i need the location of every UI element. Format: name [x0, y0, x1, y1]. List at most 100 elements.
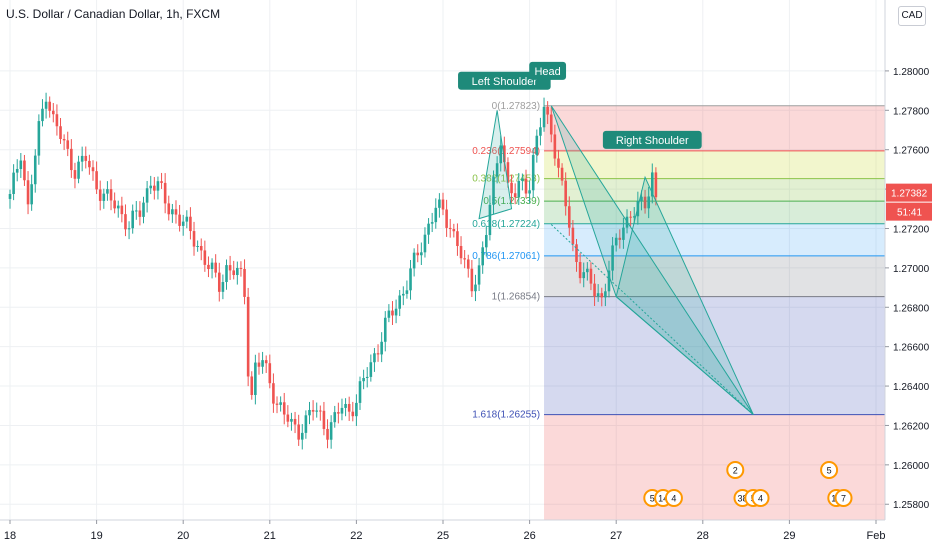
candle-body — [95, 171, 98, 190]
candle-body — [315, 410, 319, 412]
candle-body — [611, 245, 614, 271]
candle-body — [304, 415, 308, 433]
time-tick-label: 27 — [610, 530, 622, 542]
candle-body — [423, 234, 427, 253]
candle-body — [326, 428, 329, 440]
candle-body — [199, 246, 203, 251]
time-tick-label: 29 — [783, 530, 795, 542]
grid-lines — [0, 0, 885, 520]
candle-body — [640, 196, 643, 202]
candle-body — [210, 262, 214, 270]
candle-body — [535, 135, 539, 156]
pattern-label: Left Shoulder — [472, 76, 538, 88]
candle-body — [622, 227, 625, 240]
candle-body — [80, 155, 84, 162]
candle-body — [499, 145, 503, 164]
symbol-title: U.S. Dollar / Canadian Dollar, 1h, FXCM — [6, 7, 221, 21]
candle-body — [553, 134, 557, 159]
candle-body — [373, 353, 376, 363]
candle-body — [37, 121, 41, 156]
candle-body — [402, 293, 405, 296]
left-shoulder-shape — [478, 110, 513, 220]
candle-body — [521, 178, 524, 181]
time-tick-label: 21 — [264, 530, 276, 542]
candle-body — [593, 283, 596, 297]
candle-body — [77, 161, 80, 179]
candle-body — [524, 178, 528, 194]
candle-body — [196, 246, 199, 248]
event-count: 14 — [658, 494, 668, 504]
current-price-tag — [886, 183, 932, 202]
candle-body — [586, 268, 589, 273]
candle-body — [567, 206, 571, 228]
candle-body — [98, 189, 102, 201]
candle-body — [91, 167, 95, 172]
candle-body — [607, 270, 611, 292]
price-tick-label: 1.25800 — [893, 500, 930, 511]
candle-body — [254, 362, 257, 395]
candle-body — [340, 407, 344, 414]
event-marker — [820, 461, 839, 479]
candle-body — [261, 360, 264, 367]
candle-body — [430, 222, 434, 224]
candle-body — [30, 184, 33, 205]
candle-body — [275, 403, 279, 405]
candle-body — [26, 180, 30, 205]
candle-body — [560, 167, 564, 181]
calendar-events: 5144238545107 — [643, 461, 853, 507]
event-marker — [751, 489, 770, 507]
candle-body — [19, 160, 23, 169]
candle-body — [23, 160, 26, 181]
candle-body — [174, 209, 178, 215]
candle-body — [109, 189, 113, 201]
candle-body — [571, 227, 575, 245]
candle-body — [441, 199, 445, 210]
current-price-label: 1.27382 — [891, 189, 928, 200]
event-marker — [726, 461, 745, 479]
candle-body — [643, 196, 647, 209]
candle-body — [495, 163, 499, 177]
candle-body — [492, 176, 495, 205]
candle-body — [272, 383, 275, 404]
time-tick-label: 20 — [177, 530, 189, 542]
fib-band — [544, 178, 885, 202]
candle-body — [485, 235, 488, 248]
candle-body — [142, 202, 145, 217]
candle-body — [347, 403, 351, 412]
candle-body — [48, 101, 51, 111]
candle-body — [178, 214, 181, 226]
candle-body — [448, 227, 452, 230]
candle-body — [145, 188, 149, 203]
time-tick-label: 26 — [523, 530, 535, 542]
fib-level-label: 0.618(1.27224) — [472, 219, 540, 230]
time-axis-bg — [0, 520, 885, 550]
candle-body — [88, 160, 91, 168]
candle-body — [131, 210, 134, 229]
fib-band — [544, 105, 885, 151]
candle-body — [600, 293, 604, 298]
candle-body — [391, 310, 394, 316]
candle-body — [434, 207, 438, 223]
candle-body — [503, 145, 506, 163]
candle-body — [250, 376, 254, 395]
candle-body — [337, 412, 340, 414]
candle-body — [73, 170, 77, 179]
event-marker — [834, 489, 853, 507]
candle-body — [120, 205, 124, 215]
candle-body — [383, 317, 387, 342]
candle-body — [160, 181, 163, 183]
price-tick-label: 1.28000 — [893, 67, 930, 78]
candle-body — [582, 272, 586, 279]
candle-body — [225, 265, 228, 283]
time-axis: 18 19 20 21 22 25 26 27 28 29 Feb — [0, 519, 885, 550]
candle-body — [470, 268, 474, 292]
price-tick-label: 1.26800 — [893, 303, 930, 314]
candle-body — [286, 414, 290, 422]
currency-button[interactable]: CAD — [898, 6, 926, 26]
candle-body — [268, 363, 272, 384]
candle-body — [153, 185, 156, 191]
candle-body — [149, 185, 153, 189]
event-marker — [664, 489, 683, 507]
